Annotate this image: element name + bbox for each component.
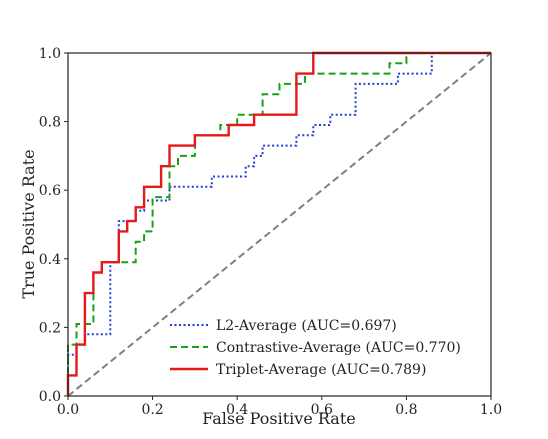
legend-label: Contrastive-Average (AUC=0.770) (216, 340, 461, 356)
x-tick-label: 1.0 (480, 402, 502, 418)
y-tick-label: 0.6 (39, 183, 61, 199)
x-tick-label: 0.0 (57, 402, 79, 418)
legend-label: L2-Average (AUC=0.697) (216, 318, 397, 334)
plot-frame (67, 52, 492, 397)
y-tick-label: 0.8 (39, 115, 61, 131)
y-tick-label: 0.4 (39, 252, 61, 268)
legend: L2-Average (AUC=0.697) Contrastive-Averag… (170, 318, 461, 378)
y-axis-label: True Positive Rate (19, 149, 38, 298)
x-tick-label: 0.2 (141, 402, 163, 418)
series-layer (66, 51, 492, 397)
y-tick-label: 0.0 (39, 389, 61, 405)
x-tick-label: 0.6 (311, 402, 333, 418)
x-tick-label: 0.4 (226, 402, 248, 418)
y-tick-label: 1.0 (39, 46, 61, 62)
y-tick-label: 0.2 (39, 320, 61, 336)
series-line-0 (67, 52, 491, 396)
x-axis-label: False Positive Rate (202, 409, 356, 428)
series-line-2 (66, 51, 491, 396)
chance-diagonal-line (67, 52, 492, 397)
tick-layer: 0.0 0.2 0.4 0.6 0.8 1.0 0.0 0.2 0.4 0.6 0.8 1.0 (39, 46, 502, 418)
legend-label: Triplet-Average (AUC=0.789) (216, 362, 426, 378)
x-tick-label: 0.8 (395, 402, 417, 418)
